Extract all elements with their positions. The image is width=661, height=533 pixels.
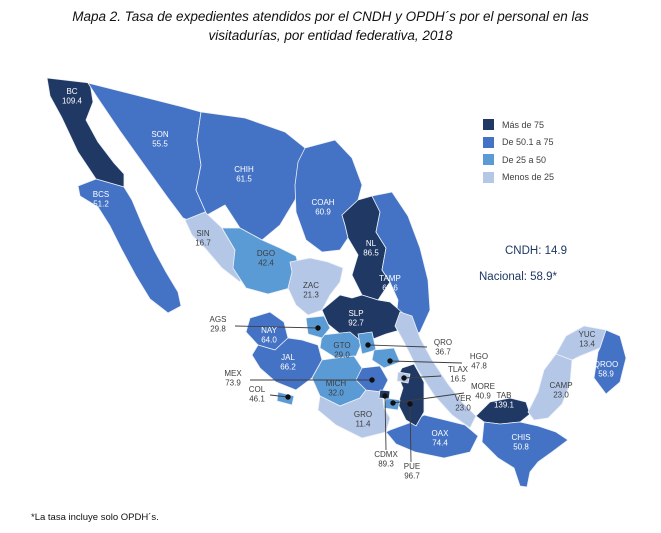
state-label-dgo: DGO 42.4 xyxy=(257,249,275,268)
state-label-jal: JAL 66.2 xyxy=(280,353,296,372)
state-label-mich: MICH 32.0 xyxy=(326,379,347,398)
state-label-qroo: QROO 58.9 xyxy=(594,360,618,379)
state-label-ags: AGS 29.8 xyxy=(210,315,227,334)
state-label-tab: TAB 139.1 xyxy=(494,391,515,410)
figure-title-line2: visitadurías, por entidad federativa, 20… xyxy=(208,28,453,43)
legend-swatch-menos25 xyxy=(483,171,494,183)
state-bc xyxy=(46,77,125,188)
state-label-hgo: HGO 47.8 xyxy=(470,352,488,371)
state-label-slp: SLP 92.7 xyxy=(348,309,364,328)
state-label-gro: GRO 11.4 xyxy=(354,410,372,429)
figure-title-line1: Mapa 2. Tasa de expedientes atendidos po… xyxy=(72,9,589,24)
leader-line-tlax xyxy=(403,375,442,379)
state-label-ver: VER 23.0 xyxy=(455,394,472,413)
legend-label-mas75: Más de 75 xyxy=(502,119,545,130)
nacional-rate-annotation: Nacional: 58.9* xyxy=(479,271,557,283)
state-label-coah: COAH 60.9 xyxy=(311,198,334,217)
legend-swatch-de25a50 xyxy=(483,154,494,165)
state-label-yuc: YUC 13.4 xyxy=(579,330,596,349)
map-legend: Más de 75 De 50.1 a 75 De 25 a 50 Menos de … xyxy=(483,119,554,189)
state-label-gto: GTO 29.0 xyxy=(333,341,350,360)
state-col xyxy=(276,391,295,406)
legend-item-mas75: Más de 75 xyxy=(483,119,554,130)
anchor-dot-qro xyxy=(365,342,371,348)
states-layer xyxy=(46,77,627,488)
state-label-cdmx: CDMX 89.3 xyxy=(374,450,398,469)
state-label-col: COL 46.1 xyxy=(249,385,266,404)
state-label-sin: SIN 16.7 xyxy=(195,229,211,248)
anchor-dot-mex xyxy=(369,377,375,383)
legend-item-de25a50: De 25 a 50 xyxy=(483,154,554,165)
state-label-pue: PUE 96.7 xyxy=(404,462,421,481)
state-label-mex: MEX 73.9 xyxy=(224,369,242,388)
anchor-dot-hgo xyxy=(387,358,393,364)
state-label-nay: NAY 64.0 xyxy=(261,326,278,345)
state-label-tlax: TLAX 16.5 xyxy=(448,365,469,384)
anchor-dot-more xyxy=(390,400,396,406)
legend-item-menos25: Menos de 25 xyxy=(483,171,555,183)
anchor-dot-cdmx xyxy=(382,393,388,399)
state-label-nl: NL 86.5 xyxy=(363,239,379,258)
state-label-oax: OAX 74.4 xyxy=(432,429,450,448)
state-label-chis: CHIS 50.8 xyxy=(511,433,530,452)
state-label-camp: CAMP 23.0 xyxy=(549,381,572,400)
state-gro xyxy=(317,389,391,439)
leader-lines-layer xyxy=(234,325,465,463)
state-label-qro: QRO 36.7 xyxy=(434,338,452,357)
legend-swatch-mas75 xyxy=(483,119,494,130)
state-label-son: SON 55.5 xyxy=(151,130,169,149)
state-label-more: MORE 40.9 xyxy=(471,382,495,401)
labels-layer: BC 109.4 BCS 51.2 SON 55.5 CHIH 61.5 COAH 60.9 NL 8… xyxy=(62,87,618,481)
leader-line-cdmx xyxy=(384,395,387,451)
figure-title: Mapa 2. Tasa de expedientes atendidos po… xyxy=(10,7,651,45)
leader-line-qro xyxy=(367,344,428,348)
legend-label-menos25: Menos de 25 xyxy=(502,172,555,182)
anchor-dot-tlax xyxy=(401,375,407,381)
state-label-bc: BC 109.4 xyxy=(62,87,83,106)
cndh-rate-annotation: CNDH: 14.9 xyxy=(505,245,567,257)
leader-line-ags xyxy=(234,325,319,329)
leader-line-col xyxy=(269,394,289,398)
state-hgo xyxy=(371,347,401,369)
anchor-dot-ags xyxy=(315,325,321,331)
state-qroo xyxy=(593,329,627,395)
leader-line-pue xyxy=(409,403,412,463)
legend-label-de50a75: De 50.1 a 75 xyxy=(502,137,554,147)
legend-swatch-de50a75 xyxy=(483,136,494,148)
state-camp xyxy=(527,353,573,421)
legend-item-de50a75: De 50.1 a 75 xyxy=(483,136,554,148)
state-chis xyxy=(481,421,569,488)
legend-label-de25a50: De 25 a 50 xyxy=(502,154,547,165)
anchor-dot-col xyxy=(285,394,291,400)
leader-line-hgo xyxy=(389,360,463,364)
state-label-zac: ZAC 21.3 xyxy=(303,281,319,300)
state-label-tamp: TAMP 68.6 xyxy=(379,274,401,293)
leader-line-more xyxy=(392,392,465,404)
state-label-bcs: BCS 51.2 xyxy=(93,190,110,209)
state-label-chih: CHIH 61.5 xyxy=(234,165,254,184)
anchor-dot-pue xyxy=(407,401,413,407)
state-bcs xyxy=(77,178,182,314)
footnote: *La tasa incluye solo OPDH´s. xyxy=(31,512,159,523)
state-zac xyxy=(287,257,344,316)
state-gto xyxy=(319,331,363,359)
